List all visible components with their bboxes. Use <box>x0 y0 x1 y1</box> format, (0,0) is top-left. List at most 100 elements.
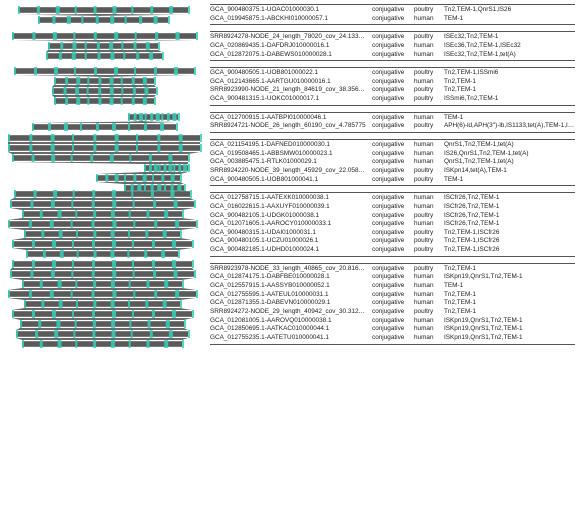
genome-track <box>4 16 204 24</box>
accession-cell: SRR8923978-NODE_33_length_40865_cov_20.8… <box>210 265 372 274</box>
accession-cell: GCA_900482185.1-UDHD01000024.1 <box>210 246 372 255</box>
annotation-row: GCA_012071605.1-AAROCY010000033.1 conjug… <box>210 220 575 229</box>
accession-cell: GCA_900480375.1-UOAC01000030.1 <box>210 6 372 15</box>
plasmid-type-cell: conjugative <box>372 237 414 246</box>
accession-cell: GCA_012850695.1-AATKAC010000044.1 <box>210 325 372 334</box>
host-cell: human <box>414 291 444 300</box>
synteny-group <box>4 134 204 192</box>
annotation-row: GCA_900480375.1-UOAC01000030.1 conjugati… <box>210 6 575 15</box>
annotation-row: GCA_020869435.1-DAFDRJ010000016.1 conjug… <box>210 42 575 51</box>
plasmid-type-cell: conjugative <box>372 86 414 95</box>
accession-cell: SRR8924220-NODE_39_length_45929_cov_22.0… <box>210 167 372 176</box>
genome-track <box>4 240 204 248</box>
host-cell: poultry <box>414 122 444 131</box>
accession-cell: GCA_019945875.1-ABCKHI010000057.1 <box>210 15 372 24</box>
host-cell: human <box>414 334 444 343</box>
genome-track <box>4 300 204 308</box>
features-cell: Tn2,TEM-1,ISCfr26 <box>444 237 575 246</box>
accession-cell: GCA_012071605.1-AAROCY010000033.1 <box>210 220 372 229</box>
annotation-row: GCA_900481315.1-UOKC01000017.1 conjugati… <box>210 95 575 104</box>
plasmid-type-cell: conjugative <box>372 176 414 185</box>
genome-track <box>4 67 204 75</box>
features-cell: Tn2,TEM-1,ISSmi6 <box>444 69 575 78</box>
features-cell: ISKpn19,QnrS1,Tn2,TEM-1 <box>444 317 575 326</box>
plasmid-type-cell: conjugative <box>372 246 414 255</box>
genome-track <box>4 42 204 50</box>
host-cell: poultry <box>414 212 444 221</box>
genome-track <box>4 210 204 218</box>
host-cell: poultry <box>414 176 444 185</box>
host-cell: human <box>414 194 444 203</box>
genome-track <box>4 230 204 238</box>
host-cell: human <box>414 114 444 123</box>
genome-track <box>4 220 204 228</box>
accession-cell: GCA_012872075.1-DABEWS010000028.1 <box>210 51 372 60</box>
genome-track <box>4 290 204 298</box>
accession-cell: GCA_012143665.1-AARTGU010000016.1 <box>210 78 372 87</box>
genome-track <box>4 123 204 131</box>
accession-cell: GCA_012081005.1-AAROVQ010000038.1 <box>210 317 372 326</box>
host-cell: poultry <box>414 229 444 238</box>
annotation-row: GCA_900480505.1-UOB801000022.1 conjugati… <box>210 69 575 78</box>
features-cell: ISEc36,Tn2,TEM-1,ISEc32 <box>444 42 575 51</box>
features-cell: Tn2,TEM-1 <box>444 299 575 308</box>
genome-track <box>4 134 204 142</box>
annotation-row: SRR8923990-NODE_21_length_84619_cov_38.3… <box>210 86 575 95</box>
features-cell: ISKpn14,tet(A),TEM-1 <box>444 167 575 176</box>
genome-track <box>4 270 204 278</box>
plasmid-type-cell: conjugative <box>372 51 414 60</box>
host-cell: human <box>414 141 444 150</box>
plasmid-type-cell: conjugative <box>372 334 414 343</box>
features-cell: Tn2,TEM-1 <box>444 86 575 95</box>
features-cell: TEM-1 <box>444 114 575 123</box>
synteny-group <box>4 6 204 24</box>
annotation-row: SRR8924220-NODE_39_length_45929_cov_22.0… <box>210 167 575 176</box>
plasmid-type-cell: conjugative <box>372 167 414 176</box>
accession-cell: GCA_012874175.1-DABFBE010000028.1 <box>210 273 372 282</box>
accession-cell: GCA_012755595.1-AATEUL010000031.1 <box>210 291 372 300</box>
accession-cell: GCA_016022615.1-AAXUYF010000039.1 <box>210 203 372 212</box>
accession-cell: GCA_012871355.1-DABEVN010000029.1 <box>210 299 372 308</box>
plasmid-type-cell: conjugative <box>372 95 414 104</box>
host-cell: poultry <box>414 6 444 15</box>
annotation-row: GCA_012758715.1-AATEXK010000038.1 conjug… <box>210 194 575 203</box>
annotation-row: SRR8924721-NODE_26_length_60190_cov_4.78… <box>210 122 575 131</box>
genome-track <box>4 113 204 121</box>
annotation-row: GCA_021154195.1-DAFNED010000030.1 conjug… <box>210 141 575 150</box>
synteny-group <box>4 260 204 348</box>
features-cell: TEM-1 <box>444 15 575 24</box>
annotation-row: GCA_003885475.1-RTLK01000029.1 conjugati… <box>210 158 575 167</box>
annotation-block: SRR8924278-NODE_24_length_78020_cov_24.1… <box>210 31 575 61</box>
accession-cell: GCA_900482105.1-UDGK01000038.1 <box>210 212 372 221</box>
genome-track <box>4 200 204 208</box>
annotation-row: SRR8924272-NODE_29_length_40942_cov_30.3… <box>210 308 575 317</box>
annotation-row: SRR8924278-NODE_24_length_78020_cov_24.1… <box>210 33 575 42</box>
accession-cell: SRR8924272-NODE_29_length_40942_cov_30.3… <box>210 308 372 317</box>
synteny-group <box>4 190 204 258</box>
annotation-block: GCA_900480505.1-UOB801000022.1 conjugati… <box>210 67 575 106</box>
synteny-group <box>4 32 204 60</box>
plasmid-type-cell: conjugative <box>372 33 414 42</box>
host-cell: human <box>414 220 444 229</box>
annotation-row: GCA_900480505.1-UOB801000041.1 conjugati… <box>210 176 575 185</box>
genome-track <box>4 77 204 85</box>
annotation-block: GCA_900480375.1-UOAC01000030.1 conjugati… <box>210 4 575 25</box>
figure-root: GCA_900480375.1-UOAC01000030.1 conjugati… <box>0 0 579 518</box>
genome-track <box>4 97 204 105</box>
features-cell: Tn2,TEM-1 <box>444 291 575 300</box>
host-cell: human <box>414 317 444 326</box>
plasmid-type-cell: conjugative <box>372 317 414 326</box>
plasmid-type-cell: conjugative <box>372 78 414 87</box>
annotation-block: GCA_021154195.1-DAFNED010000030.1 conjug… <box>210 139 575 186</box>
features-cell: ISEc32,Tn2,TEM-1 <box>444 33 575 42</box>
annotation-row: GCA_900480105.1-UCZU01000026.1 conjugati… <box>210 237 575 246</box>
features-cell: ISEc32,Tn2,TEM-1,tet(A) <box>444 51 575 60</box>
annotation-block: SRR8923978-NODE_33_length_40865_cov_20.8… <box>210 263 575 345</box>
host-cell: human <box>414 15 444 24</box>
plasmid-type-cell: conjugative <box>372 325 414 334</box>
genome-track <box>4 144 204 152</box>
plasmid-type-cell: conjugative <box>372 42 414 51</box>
features-cell: Tn2,TEM-1,ISCfr26 <box>444 229 575 238</box>
annotation-row: GCA_019508465.1-ABBSMW010000023.1 conjug… <box>210 150 575 159</box>
plasmid-type-cell: conjugative <box>372 265 414 274</box>
